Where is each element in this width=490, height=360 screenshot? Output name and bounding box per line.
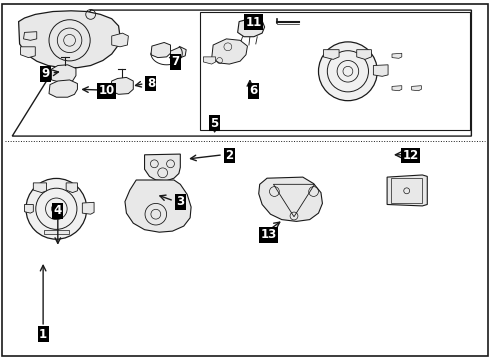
Polygon shape xyxy=(66,183,77,193)
Text: 12: 12 xyxy=(402,149,419,162)
Polygon shape xyxy=(51,65,76,83)
Text: 13: 13 xyxy=(260,228,277,241)
Circle shape xyxy=(26,179,87,239)
Polygon shape xyxy=(44,230,69,234)
Text: 5: 5 xyxy=(211,117,219,130)
Polygon shape xyxy=(110,77,133,94)
Polygon shape xyxy=(212,39,247,64)
Text: 6: 6 xyxy=(250,84,258,97)
Bar xyxy=(391,178,422,203)
Polygon shape xyxy=(21,47,35,58)
Polygon shape xyxy=(357,50,371,59)
Polygon shape xyxy=(49,80,77,97)
Text: 3: 3 xyxy=(176,195,184,208)
Polygon shape xyxy=(33,183,47,193)
Text: 1: 1 xyxy=(39,328,47,341)
Polygon shape xyxy=(387,175,427,206)
Polygon shape xyxy=(24,204,33,213)
Polygon shape xyxy=(259,177,322,221)
Text: 11: 11 xyxy=(245,16,262,29)
Text: 4: 4 xyxy=(54,204,62,217)
Polygon shape xyxy=(19,11,120,68)
Text: 2: 2 xyxy=(225,149,233,162)
Text: 7: 7 xyxy=(172,55,179,68)
Polygon shape xyxy=(412,86,421,91)
Bar xyxy=(200,12,470,130)
Polygon shape xyxy=(24,32,37,40)
Polygon shape xyxy=(392,86,402,91)
Polygon shape xyxy=(171,47,186,58)
Polygon shape xyxy=(145,154,180,181)
Polygon shape xyxy=(112,33,128,47)
Polygon shape xyxy=(373,65,388,76)
Circle shape xyxy=(318,42,377,101)
Polygon shape xyxy=(392,53,402,58)
Polygon shape xyxy=(238,18,265,37)
Text: 9: 9 xyxy=(41,67,49,80)
Polygon shape xyxy=(125,180,191,232)
Text: 8: 8 xyxy=(147,77,155,90)
Polygon shape xyxy=(323,50,339,59)
Polygon shape xyxy=(82,202,94,214)
Polygon shape xyxy=(203,57,216,64)
Text: 10: 10 xyxy=(98,84,115,97)
Polygon shape xyxy=(151,42,171,58)
